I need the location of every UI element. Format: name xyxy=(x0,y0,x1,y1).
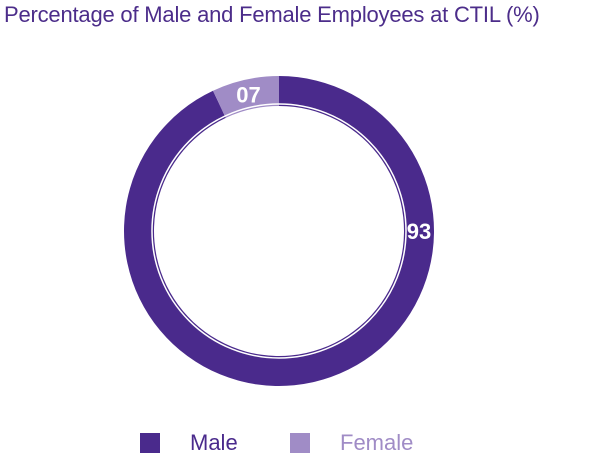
data-label-male: 93 xyxy=(407,219,431,244)
donut-chart: 93 07 xyxy=(123,76,434,386)
legend-label-male: Male xyxy=(190,430,238,455)
legend-swatch-female xyxy=(290,433,310,453)
legend-swatch-male xyxy=(140,433,160,453)
donut-slice-female xyxy=(213,76,279,118)
donut-slice-male xyxy=(123,76,434,386)
data-label-female: 07 xyxy=(236,82,260,107)
inner-divider-ring xyxy=(151,103,407,359)
legend-item-male: Male xyxy=(140,430,238,456)
data-labels: 93 07 xyxy=(236,82,431,244)
legend-item-female: Female xyxy=(290,430,413,456)
legend-label-female: Female xyxy=(340,430,414,455)
chart-title: Percentage of Male and Female Employees … xyxy=(4,2,540,27)
donut-slices xyxy=(123,76,434,386)
legend: Male Female xyxy=(0,430,599,458)
